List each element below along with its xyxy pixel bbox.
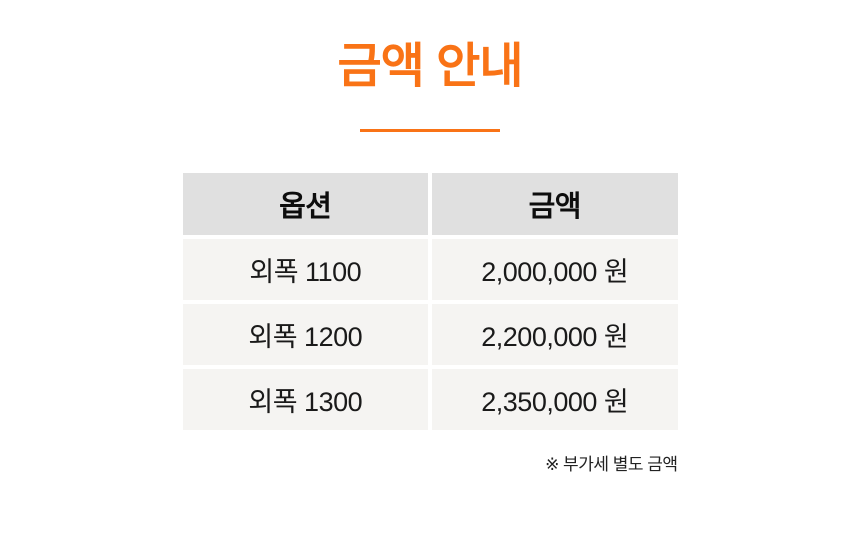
page-title: 금액 안내 — [337, 40, 524, 93]
table-header-price: 금액 — [432, 173, 678, 235]
table-cell-price-1: 2,000,000 원 — [432, 239, 678, 300]
table-cell-option-2: 외폭 1200 — [182, 304, 428, 365]
price-table: 옵션 금액 외폭 1100 2,000,000 원 외폭 1200 2,200,… — [182, 173, 678, 430]
table-cell-price-2: 2,200,000 원 — [432, 304, 678, 365]
vat-exclusion-note: ※ 부가세 별도 금액 — [545, 455, 678, 474]
title-divider — [360, 129, 500, 132]
table-cell-option-1: 외폭 1100 — [182, 239, 428, 300]
table-cell-option-3: 외폭 1300 — [182, 369, 428, 430]
table-header-option: 옵션 — [182, 173, 428, 235]
table-cell-price-3: 2,350,000 원 — [432, 369, 678, 430]
